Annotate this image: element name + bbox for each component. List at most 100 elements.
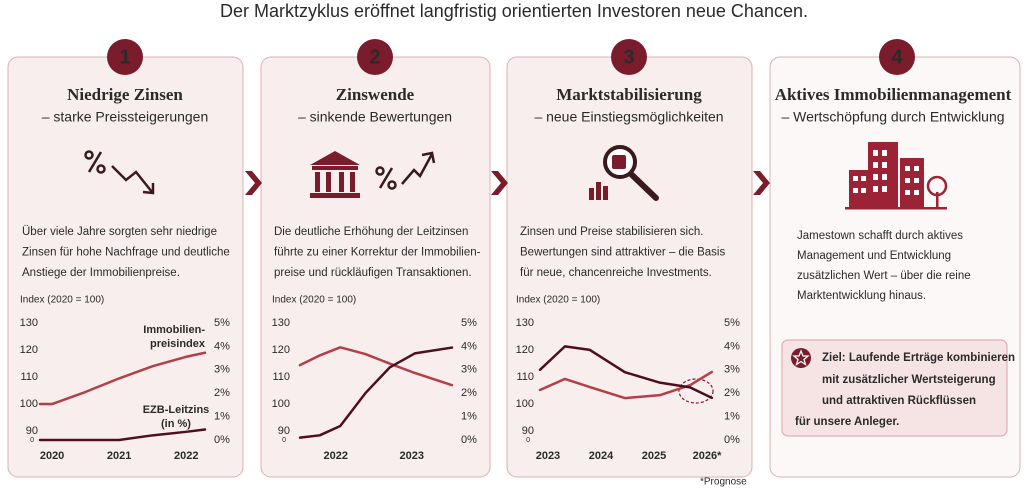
y2-tick-label: 0% xyxy=(461,434,477,446)
x-tick-label: 2020 xyxy=(40,450,64,462)
star-icon xyxy=(791,348,811,368)
panel-subheading: – Wertschöpfung durch Entwicklung xyxy=(781,109,1004,125)
y2-tick-label: 4% xyxy=(214,340,230,352)
x-tick-label: 2025 xyxy=(642,450,666,462)
y2-tick-label: 5% xyxy=(214,317,230,329)
y2-tick-label: 2% xyxy=(724,387,740,399)
y-tick-label: 90 xyxy=(26,425,38,437)
goal-text: für unsere Anleger. xyxy=(795,416,899,428)
y-tick-label: 120 xyxy=(272,344,290,356)
body-text: für neue, chancenreiche Investments. xyxy=(520,267,712,279)
y-tick-label: 90 xyxy=(278,425,290,437)
x-tick-label: 2023 xyxy=(399,450,423,462)
body-text: zusätzlichen Wert – über die reine xyxy=(797,270,971,282)
series-line xyxy=(538,370,714,400)
body-text: Anstiege der Immobilienpreise. xyxy=(22,267,180,279)
series-line xyxy=(298,346,454,387)
panel-subheading: – starke Preissteigerungen xyxy=(42,109,209,125)
forecast-marker xyxy=(678,378,714,404)
y-tick-label: 120 xyxy=(516,344,534,356)
y-tick-label: 110 xyxy=(20,371,38,383)
y2-tick-label: 0% xyxy=(214,434,230,446)
series-label: (in %) xyxy=(161,418,191,430)
y2-tick-label: 4% xyxy=(724,340,740,352)
y-tick-label: 100 xyxy=(272,398,290,410)
footnote: *Prognose xyxy=(700,477,747,488)
body-text: Die deutliche Erhöhung der Leitzinsen xyxy=(274,226,468,238)
body-text: preise und rückläufigen Transaktionen. xyxy=(274,267,472,279)
panel-subheading: – sinkende Bewertungen xyxy=(298,109,452,125)
series-line xyxy=(538,345,714,400)
x-tick-label: 2023 xyxy=(536,450,560,462)
step-badge xyxy=(879,39,915,75)
icon-magnifier xyxy=(589,145,659,201)
body-text: führte zu einer Korrektur der Immobilien… xyxy=(274,247,481,259)
y-tick-label: 130 xyxy=(516,317,534,329)
body-text: Über viele Jahre sorgten sehr niedrige xyxy=(22,226,217,238)
panel-heading: Niedrige Zinsen xyxy=(67,85,183,104)
body-text: Zinsen und Preise stabilisieren sich. xyxy=(520,226,703,238)
step-number: 1 xyxy=(119,46,130,68)
y2-tick-label: 5% xyxy=(461,317,477,329)
y-break-label: 0 xyxy=(282,437,286,444)
body-text: Management und Entwicklung xyxy=(797,250,951,262)
body-text: Marktentwicklung hinaus. xyxy=(797,290,926,302)
chevrons xyxy=(245,171,770,195)
y-tick-label: 110 xyxy=(516,371,534,383)
icon-buildings xyxy=(845,142,948,210)
x-tick-label: 2022 xyxy=(323,450,347,462)
y-break-label: 0 xyxy=(30,437,34,444)
panel-subheading: – neue Einstiegsmöglichkeiten xyxy=(534,109,723,125)
goal-box xyxy=(781,339,1008,437)
panel-heading: Aktives Immobilienmanagement xyxy=(775,85,1012,104)
series-line xyxy=(38,428,207,442)
goal-text: mit zusätzlicher Wertsteigerung xyxy=(822,374,996,386)
y2-tick-label: 2% xyxy=(461,387,477,399)
x-tick-label: 2022 xyxy=(174,450,198,462)
icon-bank xyxy=(310,151,360,198)
panel-heading: Zinswende xyxy=(336,85,415,104)
goal-text: und attraktiven Rückflüssen xyxy=(822,395,976,407)
series-line xyxy=(38,351,207,406)
y-tick-label: 90 xyxy=(522,425,534,437)
y-tick-label: 110 xyxy=(272,371,290,383)
y-axis-title: Index (2020 = 100) xyxy=(516,295,600,306)
series-label: EZB-Leitzins xyxy=(143,404,210,416)
y2-tick-label: 5% xyxy=(724,317,740,329)
y2-tick-label: 1% xyxy=(214,411,230,423)
step-number: 4 xyxy=(891,46,903,68)
y-tick-label: 100 xyxy=(20,398,38,410)
body-text: Zinsen für hohe Nachfrage und deutliche xyxy=(22,247,230,259)
step-badge xyxy=(357,39,393,75)
series-line xyxy=(298,346,454,439)
page-title: Der Marktzyklus eröffnet langfristig ori… xyxy=(220,1,808,21)
y2-tick-label: 3% xyxy=(214,364,230,376)
y-tick-label: 130 xyxy=(272,317,290,329)
y-tick-label: 100 xyxy=(516,398,534,410)
y2-tick-label: 3% xyxy=(724,364,740,376)
y2-tick-label: 3% xyxy=(461,364,477,376)
body-text: Bewertungen sind attraktiver – die Basis xyxy=(520,247,725,259)
step-number: 2 xyxy=(369,46,380,68)
x-tick-label: 2024 xyxy=(589,450,614,462)
body-text: Jamestown schafft durch aktives xyxy=(797,230,963,242)
series-label: preisindex xyxy=(150,338,206,350)
step-number: 3 xyxy=(623,46,634,68)
y2-tick-label: 4% xyxy=(461,340,477,352)
y-axis-title: Index (2020 = 100) xyxy=(20,295,104,306)
x-tick-label: 2021 xyxy=(107,450,131,462)
step-badge xyxy=(611,39,647,75)
icon-percent-up xyxy=(375,151,436,190)
y-tick-label: 120 xyxy=(20,344,38,356)
y2-tick-label: 0% xyxy=(724,434,740,446)
panel-heading: Marktstabilisierung xyxy=(556,85,702,104)
y-axis-title: Index (2020 = 100) xyxy=(272,295,356,306)
goal-text: Ziel: Laufende Erträge kombinieren xyxy=(822,352,1015,364)
x-tick-label: 2026* xyxy=(693,450,722,462)
y-tick-label: 130 xyxy=(20,317,38,329)
step-badge xyxy=(107,39,143,75)
star-icon xyxy=(792,349,810,367)
y2-tick-label: 2% xyxy=(214,387,230,399)
y2-tick-label: 1% xyxy=(461,411,477,423)
